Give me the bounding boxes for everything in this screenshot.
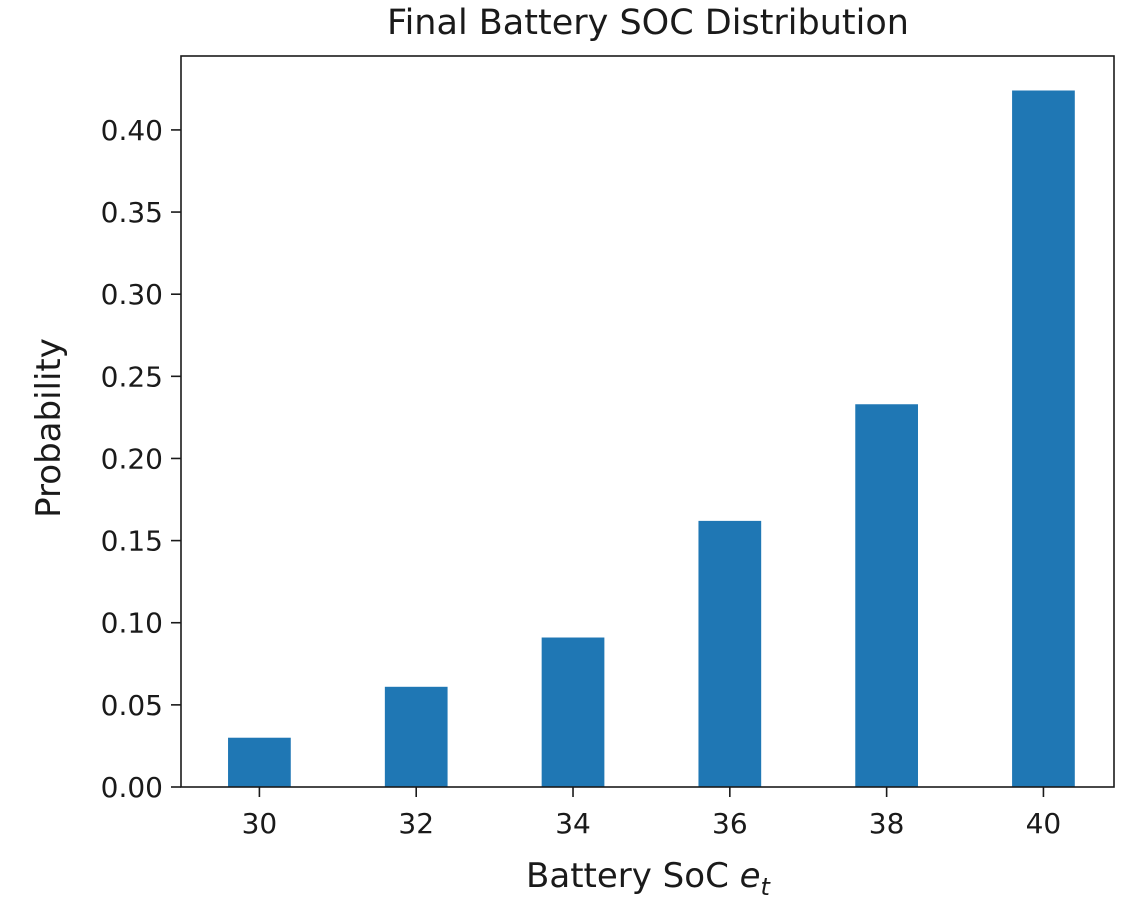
y-tick-label: 0.10 bbox=[101, 607, 163, 640]
x-axis-label-subscript: t bbox=[761, 873, 772, 901]
chart-title: Final Battery SOC Distribution bbox=[387, 3, 909, 43]
y-axis-ticks: 0.00 0.05 0.10 0.15 0.20 0.25 0.30 0.35 0.40 bbox=[101, 114, 181, 804]
y-tick-label: 0.15 bbox=[101, 525, 163, 558]
y-tick-label: 0.35 bbox=[101, 196, 163, 229]
x-tick-label: 34 bbox=[555, 807, 591, 840]
bar-32 bbox=[384, 686, 448, 787]
x-axis-label-variable: e bbox=[740, 856, 761, 896]
x-tick-label: 36 bbox=[712, 807, 748, 840]
y-tick-label: 0.05 bbox=[101, 689, 163, 722]
plot-frame bbox=[180, 55, 1115, 788]
y-tick-label: 0.30 bbox=[101, 278, 163, 311]
bar-30 bbox=[228, 737, 291, 787]
x-axis-ticks: 30 32 34 36 38 40 bbox=[242, 787, 1062, 840]
x-tick-label: 30 bbox=[242, 807, 278, 840]
x-tick-label: 40 bbox=[1026, 807, 1062, 840]
y-tick-label: 0.25 bbox=[101, 360, 163, 393]
y-axis-label: Probability bbox=[29, 338, 69, 518]
x-tick-label: 32 bbox=[398, 807, 434, 840]
y-tick-label: 0.20 bbox=[101, 442, 163, 475]
x-tick-label: 38 bbox=[869, 807, 905, 840]
y-tick-label: 0.00 bbox=[101, 771, 163, 804]
bar-40 bbox=[1012, 90, 1075, 787]
bar-36 bbox=[698, 520, 762, 787]
bar-34 bbox=[541, 637, 605, 787]
y-tick-label: 0.40 bbox=[101, 114, 163, 147]
x-axis-label: Battery SoC et bbox=[526, 856, 772, 901]
bars-group bbox=[228, 90, 1075, 787]
bar-38 bbox=[855, 404, 918, 787]
x-axis-label-text: Battery SoC bbox=[526, 856, 740, 896]
